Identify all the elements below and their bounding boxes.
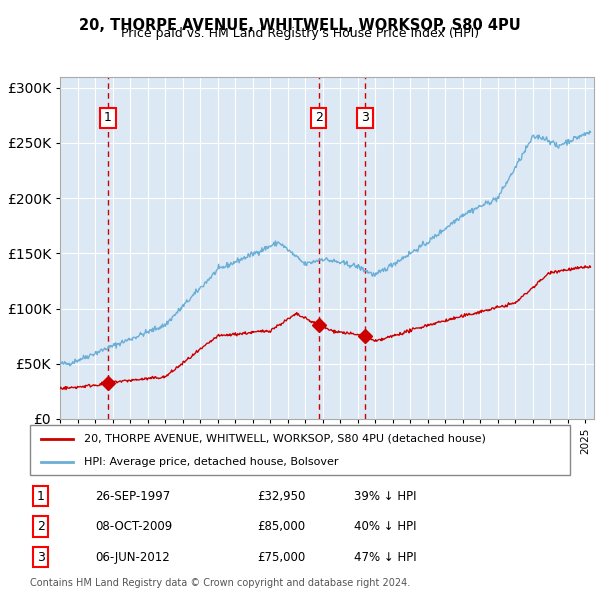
Text: Contains HM Land Registry data © Crown copyright and database right 2024.
This d: Contains HM Land Registry data © Crown c…: [30, 578, 410, 590]
Text: 26-SEP-1997: 26-SEP-1997: [95, 490, 170, 503]
Text: Price paid vs. HM Land Registry's House Price Index (HPI): Price paid vs. HM Land Registry's House …: [121, 27, 479, 40]
Text: 2: 2: [314, 112, 323, 124]
Text: 08-OCT-2009: 08-OCT-2009: [95, 520, 172, 533]
Text: 39% ↓ HPI: 39% ↓ HPI: [354, 490, 416, 503]
FancyBboxPatch shape: [30, 425, 570, 475]
Text: £85,000: £85,000: [257, 520, 305, 533]
Text: 20, THORPE AVENUE, WHITWELL, WORKSOP, S80 4PU (detached house): 20, THORPE AVENUE, WHITWELL, WORKSOP, S8…: [84, 434, 486, 444]
Text: 3: 3: [37, 550, 45, 563]
Text: 40% ↓ HPI: 40% ↓ HPI: [354, 520, 416, 533]
Text: £75,000: £75,000: [257, 550, 305, 563]
Text: 1: 1: [37, 490, 45, 503]
Text: HPI: Average price, detached house, Bolsover: HPI: Average price, detached house, Bols…: [84, 457, 338, 467]
Text: £32,950: £32,950: [257, 490, 305, 503]
Text: 06-JUN-2012: 06-JUN-2012: [95, 550, 170, 563]
Text: 1: 1: [104, 112, 112, 124]
Text: 47% ↓ HPI: 47% ↓ HPI: [354, 550, 416, 563]
Text: 2: 2: [37, 520, 45, 533]
Text: 3: 3: [361, 112, 369, 124]
Text: 20, THORPE AVENUE, WHITWELL, WORKSOP, S80 4PU: 20, THORPE AVENUE, WHITWELL, WORKSOP, S8…: [79, 18, 521, 32]
